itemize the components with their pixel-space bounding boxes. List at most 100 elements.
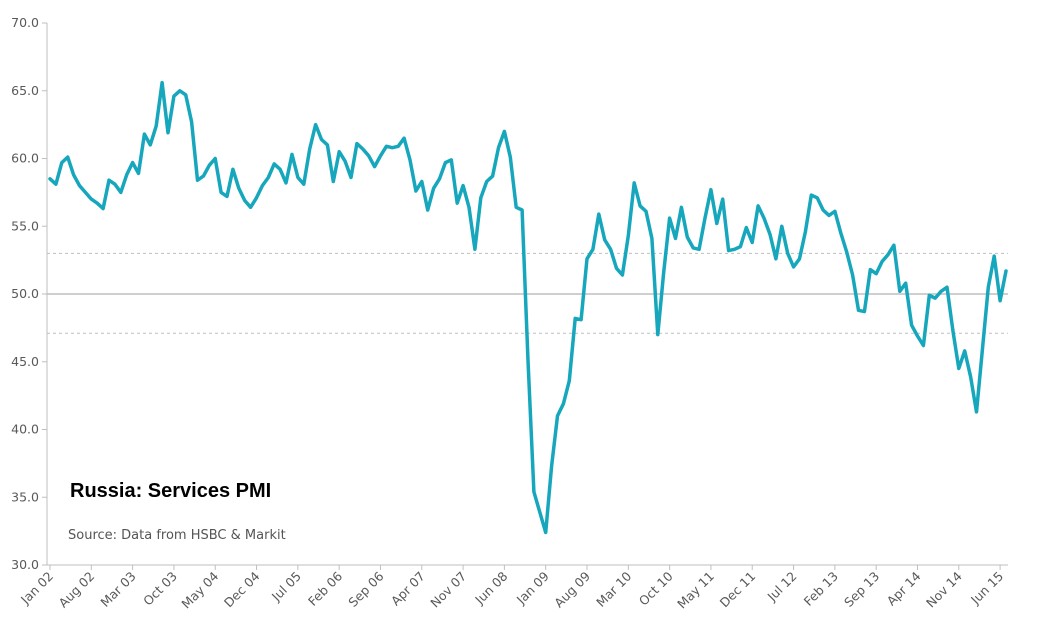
x-tick-label: Jul 05 [268,569,304,605]
series-group [48,80,1008,535]
data-point [798,258,800,260]
data-point [297,176,299,178]
data-point [840,232,842,234]
data-point [131,161,133,163]
data-point [84,191,86,193]
data-point [881,260,883,262]
data-point [828,214,830,216]
data-point [621,274,623,276]
data-point [90,198,92,200]
data-point [727,249,729,251]
data-point [527,359,529,361]
data-point [486,180,488,182]
data-point [403,137,405,139]
y-tick-label: 70.0 [11,15,39,30]
data-point [993,255,995,257]
data-point [722,198,724,200]
x-tick-label: Feb 06 [305,568,345,608]
data-point [72,174,74,176]
data-point [356,142,358,144]
x-tick-label: Mar 03 [97,569,138,610]
data-point [586,258,588,260]
data-point [521,209,523,211]
y-tick-label: 60.0 [11,151,39,166]
data-point [910,324,912,326]
data-point [190,121,192,123]
data-point [61,161,63,163]
data-point [167,132,169,134]
data-point [368,155,370,157]
data-point [999,300,1001,302]
data-point [462,184,464,186]
data-point [763,217,765,219]
data-point [185,94,187,96]
data-point [887,254,889,256]
data-point [362,148,364,150]
data-point [987,286,989,288]
x-tick-label: Apr 14 [884,568,924,608]
x-tick-label: Jun 08 [471,568,510,607]
x-tick-label: Oct 10 [636,568,676,608]
data-point [196,179,198,181]
data-point [834,210,836,212]
data-point [787,252,789,254]
data-point [114,183,116,185]
data-point [539,511,541,513]
x-tick-label: Sep 13 [841,569,882,610]
data-point [846,251,848,253]
data-point [562,403,564,405]
data-point [173,95,175,97]
data-point [474,248,476,250]
data-point [615,267,617,269]
data-point [769,233,771,235]
data-point [922,344,924,346]
data-point [267,176,269,178]
data-point [208,164,210,166]
data-point [456,202,458,204]
x-tick-label: Jul 12 [764,569,800,605]
data-point [509,156,511,158]
data-point [580,319,582,321]
data-point [96,202,98,204]
data-point [745,226,747,228]
y-tick-label: 55.0 [11,218,39,233]
data-point [326,144,328,146]
data-point [934,297,936,299]
data-point [220,191,222,193]
data-point [958,367,960,369]
x-tick-label: Aug 02 [56,569,98,611]
data-point [975,411,977,413]
data-point [851,274,853,276]
data-point [899,290,901,292]
data-point [716,222,718,224]
data-point [952,329,954,331]
data-point [751,241,753,243]
data-point [651,237,653,239]
x-tick-label: Nov 07 [427,569,469,611]
y-tick-label: 40.0 [11,422,39,437]
data-point [214,157,216,159]
series-line-services-pmi [48,80,1008,535]
data-point [303,183,305,185]
data-point [556,415,558,417]
data-point [497,147,499,149]
data-point [350,176,352,178]
data-point [238,187,240,189]
data-point [179,90,181,92]
data-point [733,248,735,250]
data-point [940,290,942,292]
data-point [515,206,517,208]
data-point [792,266,794,268]
x-tick-label: Feb 13 [801,569,841,609]
data-point [857,309,859,311]
data-point [928,294,930,296]
data-point [273,163,275,165]
data-point [468,206,470,208]
data-point [704,217,706,219]
data-point [314,123,316,125]
data-point [344,160,346,162]
data-point [710,189,712,191]
data-point [964,350,966,352]
data-point [550,465,552,467]
data-point [657,333,659,335]
